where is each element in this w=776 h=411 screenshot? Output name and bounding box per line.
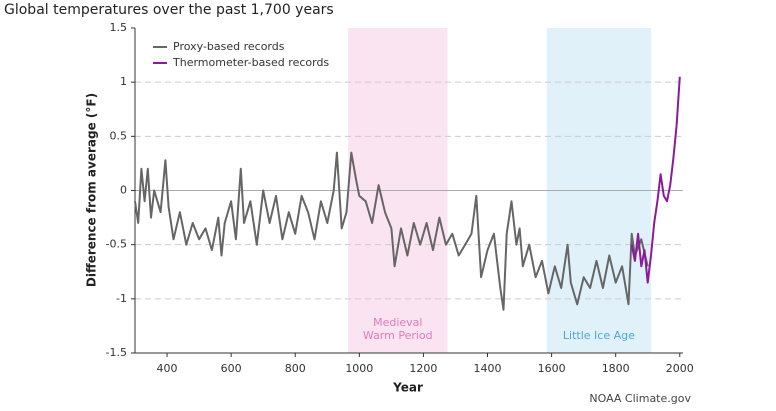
x-tick-label: 800 (285, 362, 306, 375)
x-tick-label: 400 (157, 362, 178, 375)
series-line (630, 76, 681, 284)
region-label: Little Ice Age (563, 329, 635, 342)
legend-label: Proxy-based records (173, 40, 285, 53)
y-tick-label: 1.5 (110, 21, 128, 34)
x-tick-label: 600 (221, 362, 242, 375)
x-tick-label: 2000 (666, 362, 694, 375)
y-tick-label: -1 (116, 292, 127, 305)
x-axis-title: Year (392, 381, 423, 395)
y-tick-label: 0.5 (110, 129, 128, 142)
x-tick-label: 1600 (538, 362, 566, 375)
region-label: Warm Period (363, 329, 433, 342)
x-tick-label: 1400 (474, 362, 502, 375)
source: NOAA Climate.gov (589, 392, 691, 405)
region-label: Medieval (373, 316, 422, 329)
x-tick-label: 1800 (602, 362, 630, 375)
x-tick-label: 1000 (345, 362, 373, 375)
y-tick-label: -1.5 (106, 346, 127, 359)
y-tick-label: 0 (120, 184, 127, 197)
x-tick-label: 1200 (409, 362, 437, 375)
series-line (134, 151, 649, 311)
y-tick-label: 1 (120, 75, 127, 88)
y-axis-title: Difference from average (°F) (85, 93, 99, 287)
y-tick-label: -0.5 (106, 238, 127, 251)
chart-title: Global temperatures over the past 1,700 … (4, 2, 334, 18)
legend-label: Thermometer-based records (172, 56, 329, 69)
